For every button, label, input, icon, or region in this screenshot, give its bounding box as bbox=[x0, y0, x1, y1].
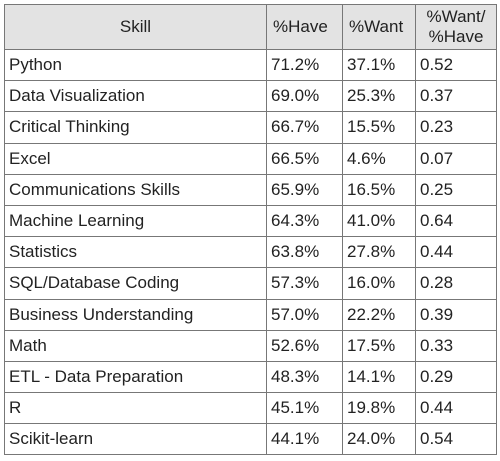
cell-have: 71.2% bbox=[266, 48, 343, 82]
cell-skill: Data Visualization bbox=[4, 80, 267, 113]
cell-ratio: 0.33 bbox=[415, 329, 497, 362]
cell-ratio: 0.54 bbox=[415, 423, 497, 456]
header-skill: Skill bbox=[4, 4, 267, 50]
cell-ratio: 0.28 bbox=[415, 267, 497, 300]
cell-have: 57.3% bbox=[266, 267, 343, 300]
cell-skill: Business Understanding bbox=[4, 298, 267, 331]
table-row: Communications Skills 65.9% 16.5% 0.25 bbox=[4, 173, 497, 206]
cell-skill: Python bbox=[4, 48, 267, 82]
cell-skill: SQL/Database Coding bbox=[4, 267, 267, 300]
cell-want: 37.1% bbox=[342, 48, 416, 82]
cell-skill: Statistics bbox=[4, 236, 267, 269]
skills-table: Skill %Have %Want %Want/ %Have Python 71.… bbox=[4, 4, 497, 456]
cell-ratio: 0.52 bbox=[415, 48, 497, 82]
cell-skill: Critical Thinking bbox=[4, 111, 267, 144]
cell-want: 17.5% bbox=[342, 329, 416, 362]
cell-skill: Math bbox=[4, 329, 267, 362]
table-row: Python 71.2% 37.1% 0.52 bbox=[4, 48, 497, 82]
cell-have: 45.1% bbox=[266, 392, 343, 425]
header-ratio-line2: %Have bbox=[428, 27, 484, 46]
cell-want: 16.5% bbox=[342, 173, 416, 206]
table-row: ETL - Data Preparation 48.3% 14.1% 0.29 bbox=[4, 360, 497, 394]
cell-have: 48.3% bbox=[266, 360, 343, 394]
cell-ratio: 0.39 bbox=[415, 298, 497, 331]
cell-want: 14.1% bbox=[342, 360, 416, 394]
cell-ratio: 0.29 bbox=[415, 360, 497, 394]
table-row: Excel 66.5% 4.6% 0.07 bbox=[4, 142, 497, 175]
header-ratio: %Want/ %Have bbox=[415, 4, 497, 50]
cell-ratio: 0.25 bbox=[415, 173, 497, 206]
cell-have: 69.0% bbox=[266, 80, 343, 113]
cell-ratio: 0.44 bbox=[415, 392, 497, 425]
cell-ratio: 0.64 bbox=[415, 204, 497, 238]
header-have: %Have bbox=[266, 4, 343, 50]
table-row: Data Visualization 69.0% 25.3% 0.37 bbox=[4, 80, 497, 113]
cell-have: 66.5% bbox=[266, 142, 343, 175]
table-header: Skill %Have %Want %Want/ %Have bbox=[4, 4, 497, 50]
cell-want: 19.8% bbox=[342, 392, 416, 425]
cell-want: 16.0% bbox=[342, 267, 416, 300]
table-row: SQL/Database Coding 57.3% 16.0% 0.28 bbox=[4, 267, 497, 300]
cell-have: 66.7% bbox=[266, 111, 343, 144]
cell-have: 52.6% bbox=[266, 329, 343, 362]
header-ratio-line1: %Want/ bbox=[426, 7, 486, 26]
cell-skill: Communications Skills bbox=[4, 173, 267, 206]
cell-have: 57.0% bbox=[266, 298, 343, 331]
cell-ratio: 0.23 bbox=[415, 111, 497, 144]
table-body: Python 71.2% 37.1% 0.52 Data Visualization 69… bbox=[4, 48, 497, 456]
cell-ratio: 0.07 bbox=[415, 142, 497, 175]
cell-skill: Machine Learning bbox=[4, 204, 267, 238]
cell-ratio: 0.44 bbox=[415, 236, 497, 269]
cell-want: 24.0% bbox=[342, 423, 416, 456]
header-row: Skill %Have %Want %Want/ %Have bbox=[4, 4, 497, 50]
cell-want: 25.3% bbox=[342, 80, 416, 113]
table-row: R 45.1% 19.8% 0.44 bbox=[4, 392, 497, 425]
table-row: Scikit-learn 44.1% 24.0% 0.54 bbox=[4, 423, 497, 456]
cell-have: 44.1% bbox=[266, 423, 343, 456]
cell-skill: Scikit-learn bbox=[4, 423, 267, 456]
cell-skill: ETL - Data Preparation bbox=[4, 360, 267, 394]
table-row: Critical Thinking 66.7% 15.5% 0.23 bbox=[4, 111, 497, 144]
table-row: Math 52.6% 17.5% 0.33 bbox=[4, 329, 497, 362]
cell-have: 63.8% bbox=[266, 236, 343, 269]
cell-skill: R bbox=[4, 392, 267, 425]
cell-ratio: 0.37 bbox=[415, 80, 497, 113]
cell-want: 27.8% bbox=[342, 236, 416, 269]
cell-have: 65.9% bbox=[266, 173, 343, 206]
table-row: Business Understanding 57.0% 22.2% 0.39 bbox=[4, 298, 497, 331]
header-want: %Want bbox=[342, 4, 416, 50]
cell-want: 15.5% bbox=[342, 111, 416, 144]
table-row: Statistics 63.8% 27.8% 0.44 bbox=[4, 236, 497, 269]
cell-want: 41.0% bbox=[342, 204, 416, 238]
cell-want: 4.6% bbox=[342, 142, 416, 175]
cell-skill: Excel bbox=[4, 142, 267, 175]
table-row: Machine Learning 64.3% 41.0% 0.64 bbox=[4, 204, 497, 238]
cell-want: 22.2% bbox=[342, 298, 416, 331]
cell-have: 64.3% bbox=[266, 204, 343, 238]
